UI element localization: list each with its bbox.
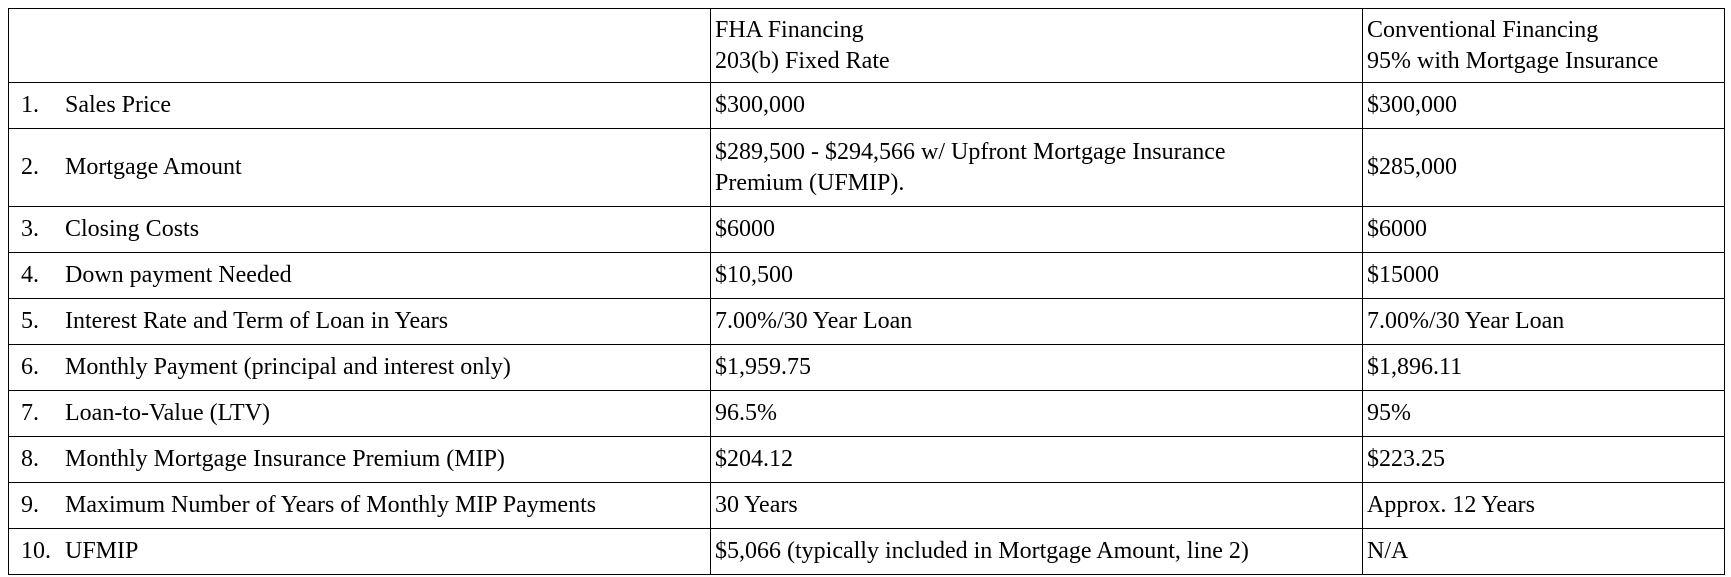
table-row: 4. Down payment Needed $10,500 $15000 [8, 252, 1725, 299]
conventional-title: Conventional Financing [1367, 16, 1599, 43]
conventional-value: $300,000 [1362, 82, 1725, 129]
fha-value-line-1: $289,500 - $294,566 w/ Upfront Mortgage … [715, 138, 1226, 165]
table-row: 5. Interest Rate and Term of Loan in Year… [8, 298, 1725, 345]
header-empty-cell [8, 8, 711, 83]
row-label-cell: 3. Closing Costs [8, 206, 711, 253]
conventional-subtitle: 95% with Mortgage Insurance [1367, 47, 1659, 74]
table-row: 8. Monthly Mortgage Insurance Premium (MI… [8, 436, 1725, 483]
row-number: 3. [21, 216, 39, 242]
row-label-cell: 9. Maximum Number of Years of Monthly MIP… [8, 482, 711, 529]
fha-value-cell: $289,500 - $294,566 w/ Upfront Mortgage … [710, 128, 1363, 207]
fha-value: 96.5% [710, 390, 1363, 437]
row-number: 10. [21, 538, 51, 564]
row-label-cell: 6. Monthly Payment (principal and interes… [8, 344, 711, 391]
conventional-value: 95% [1362, 390, 1725, 437]
row-label-cell: 10. UFMIP [8, 528, 711, 575]
header-row: FHA Financing 203(b) Fixed Rate Conventi… [8, 8, 1725, 83]
row-number: 7. [21, 400, 39, 426]
table-row: 1. Sales Price $300,000 $300,000 [8, 82, 1725, 129]
row-label: Maximum Number of Years of Monthly MIP P… [65, 492, 597, 518]
fha-value: $300,000 [710, 82, 1363, 129]
row-number: 9. [21, 492, 39, 518]
row-label-cell: 7. Loan-to-Value (LTV) [8, 390, 711, 437]
row-number: 5. [21, 308, 39, 334]
row-label: UFMIP [65, 538, 139, 564]
fha-value-line-2: Premium (UFMIP). [715, 169, 905, 196]
fha-value: $1,959.75 [710, 344, 1363, 391]
fha-title: FHA Financing [715, 16, 864, 43]
row-label-cell: 8. Monthly Mortgage Insurance Premium (MI… [8, 436, 711, 483]
table-row: 9. Maximum Number of Years of Monthly MIP… [8, 482, 1725, 529]
table-row: 7. Loan-to-Value (LTV) 96.5% 95% [8, 390, 1725, 437]
conventional-value: $223.25 [1362, 436, 1725, 483]
row-label-cell: 4. Down payment Needed [8, 252, 711, 299]
row-label: Monthly Payment (principal and interest … [65, 354, 511, 380]
conventional-value: $285,000 [1362, 128, 1725, 207]
fha-value: 7.00%/30 Year Loan [710, 298, 1363, 345]
fha-value: 30 Years [710, 482, 1363, 529]
row-label: Monthly Mortgage Insurance Premium (MIP) [65, 446, 505, 472]
row-number: 6. [21, 354, 39, 380]
row-number: 8. [21, 446, 39, 472]
fha-value: $10,500 [710, 252, 1363, 299]
row-label: Down payment Needed [65, 262, 292, 288]
row-label-cell: 5. Interest Rate and Term of Loan in Year… [8, 298, 711, 345]
table-row: 2. Mortgage Amount $289,500 - $294,566 w/… [8, 128, 1725, 207]
table-row: 6. Monthly Payment (principal and interes… [8, 344, 1725, 391]
conventional-value: $6000 [1362, 206, 1725, 253]
row-number: 1. [21, 92, 39, 118]
header-fha-cell: FHA Financing 203(b) Fixed Rate [710, 8, 1363, 83]
table-row: 3. Closing Costs $6000 $6000 [8, 206, 1725, 253]
row-label: Sales Price [65, 92, 171, 118]
row-label: Loan-to-Value (LTV) [65, 400, 271, 426]
fha-value: $204.12 [710, 436, 1363, 483]
conventional-value: 7.00%/30 Year Loan [1362, 298, 1725, 345]
row-label-cell: 1. Sales Price [8, 82, 711, 129]
conventional-value: N/A [1362, 528, 1725, 575]
row-number: 2. [21, 154, 39, 180]
row-label: Closing Costs [65, 216, 200, 242]
conventional-value: Approx. 12 Years [1362, 482, 1725, 529]
financing-comparison-table: FHA Financing 203(b) Fixed Rate Conventi… [8, 8, 1725, 575]
row-label-cell: 2. Mortgage Amount [8, 128, 711, 207]
fha-value: $6000 [710, 206, 1363, 253]
conventional-value: $15000 [1362, 252, 1725, 299]
row-label: Interest Rate and Term of Loan in Years [65, 308, 449, 334]
row-number: 4. [21, 262, 39, 288]
fha-subtitle: 203(b) Fixed Rate [715, 47, 890, 74]
table-row: 10. UFMIP $5,066 (typically included in M… [8, 528, 1725, 575]
fha-value: $5,066 (typically included in Mortgage A… [710, 528, 1363, 575]
row-label: Mortgage Amount [65, 154, 242, 180]
header-conventional-cell: Conventional Financing 95% with Mortgage… [1362, 8, 1725, 83]
conventional-value: $1,896.11 [1362, 344, 1725, 391]
